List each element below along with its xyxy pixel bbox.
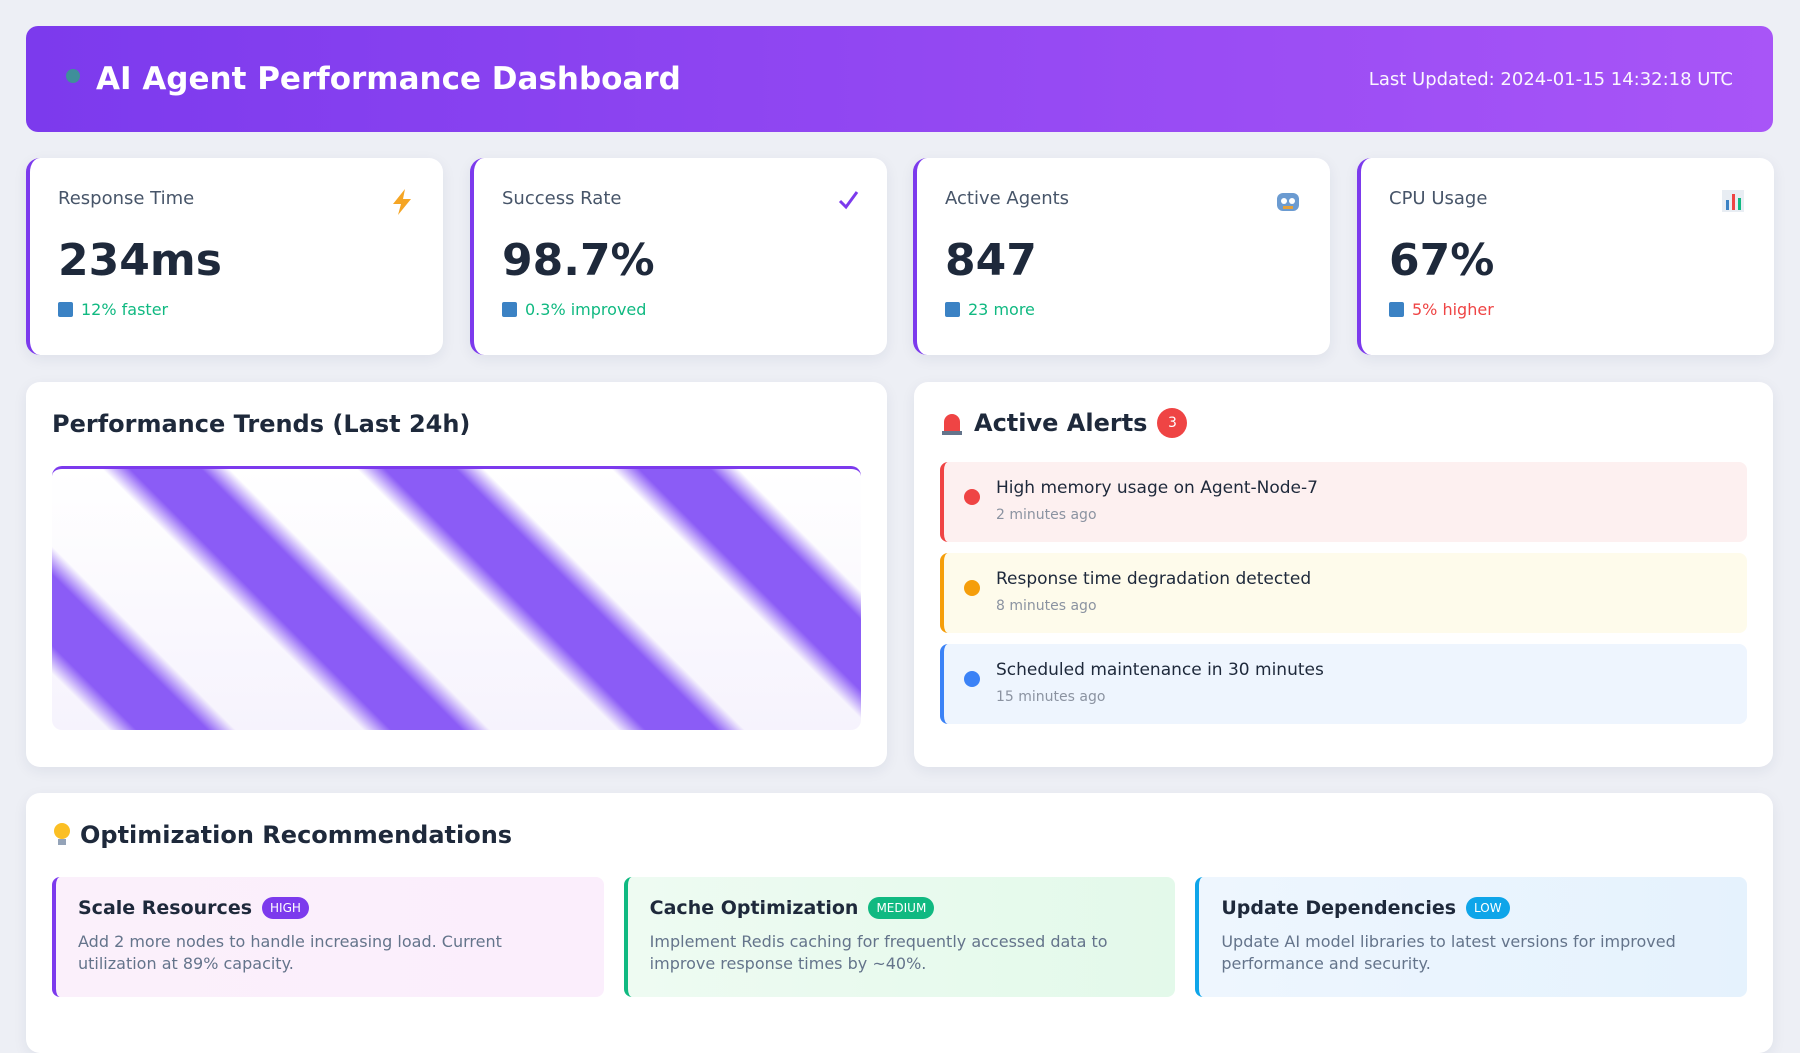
- rec-description: Update AI model libraries to latest vers…: [1221, 932, 1676, 974]
- stat-label: Success Rate: [502, 188, 622, 209]
- chart-placeholder: [52, 466, 861, 730]
- change-text: 0.3% improved: [525, 300, 647, 319]
- stat-change: 12% faster: [58, 300, 415, 319]
- stat-value: 234ms: [58, 235, 222, 286]
- stat-change: 5% higher: [1389, 300, 1746, 319]
- alert-count: 3: [1157, 408, 1188, 438]
- recommendation: Update Dependencies LOW Update AI model li…: [1195, 877, 1748, 997]
- rec-title: Update Dependencies: [1221, 897, 1457, 919]
- section-title: Active Alerts: [974, 409, 1148, 437]
- stat-value: 67%: [1389, 235, 1495, 286]
- stat-card: Active Agents 847 23 more: [913, 158, 1330, 355]
- rec-description: Implement Redis caching for frequently a…: [649, 932, 1108, 974]
- icon: [1277, 193, 1299, 211]
- priority-badge: MEDIUM: [868, 897, 935, 919]
- section-title: Performance Trends (Last 24h): [52, 410, 471, 438]
- change-text: 5% higher: [1412, 300, 1494, 319]
- recommendation: Scale Resources HIGH Add 2 more nodes to h…: [52, 877, 604, 997]
- priority-badge: LOW: [1466, 897, 1510, 919]
- alert-time: 2 minutes ago: [996, 507, 1097, 523]
- change-text: 23 more: [968, 300, 1035, 319]
- icon: [942, 414, 962, 435]
- section-title: Optimization Recommendations: [80, 821, 513, 849]
- priority-badge: HIGH: [262, 897, 309, 919]
- stat-value: 847: [945, 235, 1037, 286]
- rec-title: Scale Resources: [78, 897, 253, 919]
- icon: [393, 189, 411, 215]
- change-text: 12% faster: [81, 300, 169, 319]
- alert-time: 8 minutes ago: [996, 598, 1097, 614]
- stat-card: Response Time 234ms 12% faster: [26, 158, 443, 355]
- stat-change: 0.3% improved: [502, 300, 859, 319]
- recommendations-panel: Optimization Recommendations Scale Resou…: [26, 793, 1773, 1053]
- status-dot: [66, 69, 80, 83]
- stat-label: CPU Usage: [1389, 188, 1488, 209]
- header: AI Agent Performance Dashboard Last Upda…: [26, 26, 1773, 132]
- stat-label: Active Agents: [945, 188, 1070, 209]
- stat-card: CPU Usage 67% 5% higher: [1357, 158, 1774, 355]
- stat-label: Response Time: [58, 188, 195, 209]
- alerts-panel: Active Alerts 3 High memory usage on Age…: [914, 382, 1773, 767]
- stat-value: 98.7%: [502, 235, 655, 286]
- alert: Scheduled maintenance in 30 minutes 15 mi…: [940, 644, 1747, 724]
- icon: [54, 823, 70, 845]
- title: AI Agent Performance Dashboard: [96, 61, 681, 97]
- icon: [838, 191, 859, 210]
- stat-change: 23 more: [945, 300, 1302, 319]
- page: AI Agent Performance Dashboard Last Upda…: [26, 26, 1774, 1053]
- recommendation: Cache Optimization MEDIUM Implement Redis …: [623, 877, 1176, 997]
- trends-panel: Performance Trends (Last 24h): [26, 382, 887, 767]
- rec-title: Cache Optimization: [649, 897, 859, 919]
- alert: High memory usage on Agent-Node-7 2 minut…: [940, 462, 1747, 542]
- icon: [1722, 190, 1744, 212]
- alert-time: 15 minutes ago: [996, 689, 1106, 705]
- rec-description: Add 2 more nodes to handle increasing lo…: [78, 932, 502, 974]
- stat-card: Success Rate 98.7% 0.3% improved: [470, 158, 887, 355]
- alert: Response time degradation detected 8 minu…: [940, 553, 1747, 633]
- alert-message: Scheduled maintenance in 30 minutes: [996, 660, 1324, 680]
- alert-message: Response time degradation detected: [996, 569, 1312, 589]
- alert-message: High memory usage on Agent-Node-7: [996, 478, 1318, 498]
- last-updated: Last Updated: 2024-01-15 14:32:18 UTC: [1368, 68, 1733, 90]
